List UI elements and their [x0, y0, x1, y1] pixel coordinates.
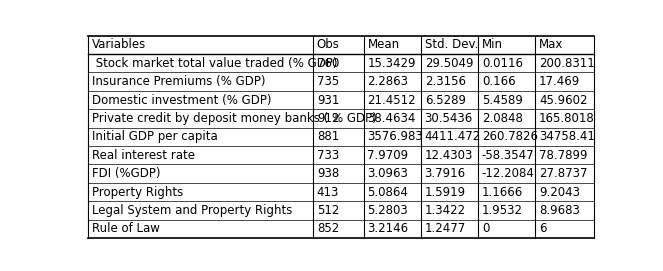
Text: 5.4589: 5.4589 — [482, 93, 522, 107]
Text: 12.4303: 12.4303 — [424, 149, 473, 162]
Text: 30.5436: 30.5436 — [424, 112, 473, 125]
Text: Stock market total value traded (% GDP): Stock market total value traded (% GDP) — [91, 57, 337, 70]
Text: 881: 881 — [317, 130, 339, 143]
Text: 1.9532: 1.9532 — [482, 204, 523, 217]
Text: Max: Max — [539, 38, 564, 51]
Text: 2.3156: 2.3156 — [424, 75, 465, 88]
Text: -58.3547: -58.3547 — [482, 149, 534, 162]
Text: Insurance Premiums (% GDP): Insurance Premiums (% GDP) — [91, 75, 265, 88]
Text: 733: 733 — [317, 149, 339, 162]
Text: 735: 735 — [317, 75, 339, 88]
Text: Initial GDP per capita: Initial GDP per capita — [91, 130, 217, 143]
Text: 8.9683: 8.9683 — [539, 204, 580, 217]
Text: Mean: Mean — [367, 38, 400, 51]
Text: Std. Dev.: Std. Dev. — [424, 38, 478, 51]
Text: 3.0963: 3.0963 — [367, 167, 408, 180]
Text: 1.2477: 1.2477 — [424, 222, 466, 235]
Text: 200.8311: 200.8311 — [539, 57, 595, 70]
Text: 5.2803: 5.2803 — [367, 204, 408, 217]
Text: 45.9602: 45.9602 — [539, 93, 587, 107]
Text: 2.0848: 2.0848 — [482, 112, 522, 125]
Text: 34758.41: 34758.41 — [539, 130, 595, 143]
Text: 852: 852 — [317, 222, 339, 235]
Text: 29.5049: 29.5049 — [424, 57, 473, 70]
Text: 3.2146: 3.2146 — [367, 222, 408, 235]
Text: 260.7826: 260.7826 — [482, 130, 538, 143]
Text: 912: 912 — [317, 112, 339, 125]
Text: 1.1666: 1.1666 — [482, 186, 523, 199]
Text: -12.2084: -12.2084 — [482, 167, 534, 180]
Text: 165.8018: 165.8018 — [539, 112, 595, 125]
Text: 4411.472: 4411.472 — [424, 130, 481, 143]
Text: 5.0864: 5.0864 — [367, 186, 408, 199]
Text: 512: 512 — [317, 204, 339, 217]
Text: 931: 931 — [317, 93, 339, 107]
Text: Variables: Variables — [91, 38, 146, 51]
Text: 38.4634: 38.4634 — [367, 112, 416, 125]
Text: 9.2043: 9.2043 — [539, 186, 580, 199]
Text: Domestic investment (% GDP): Domestic investment (% GDP) — [91, 93, 271, 107]
Text: 760: 760 — [317, 57, 339, 70]
Text: 0: 0 — [482, 222, 489, 235]
Text: 6.5289: 6.5289 — [424, 93, 465, 107]
Text: 938: 938 — [317, 167, 339, 180]
Text: 2.2863: 2.2863 — [367, 75, 408, 88]
Text: 413: 413 — [317, 186, 339, 199]
Text: Private credit by deposit money banks ( % GDP): Private credit by deposit money banks ( … — [91, 112, 377, 125]
Text: Rule of Law: Rule of Law — [91, 222, 160, 235]
Text: 0.166: 0.166 — [482, 75, 515, 88]
Text: 27.8737: 27.8737 — [539, 167, 587, 180]
Text: 78.7899: 78.7899 — [539, 149, 587, 162]
Text: 1.3422: 1.3422 — [424, 204, 466, 217]
Text: 6: 6 — [539, 222, 546, 235]
Text: Property Rights: Property Rights — [91, 186, 183, 199]
Text: Legal System and Property Rights: Legal System and Property Rights — [91, 204, 292, 217]
Text: 17.469: 17.469 — [539, 75, 580, 88]
Text: Min: Min — [482, 38, 503, 51]
Text: FDI (%GDP): FDI (%GDP) — [91, 167, 160, 180]
Text: 3.7916: 3.7916 — [424, 167, 466, 180]
Text: 3576.983: 3576.983 — [367, 130, 423, 143]
Text: 15.3429: 15.3429 — [367, 57, 416, 70]
Text: 7.9709: 7.9709 — [367, 149, 408, 162]
Text: 0.0116: 0.0116 — [482, 57, 523, 70]
Text: Real interest rate: Real interest rate — [91, 149, 195, 162]
Text: 21.4512: 21.4512 — [367, 93, 416, 107]
Text: Obs: Obs — [317, 38, 339, 51]
Text: 1.5919: 1.5919 — [424, 186, 466, 199]
